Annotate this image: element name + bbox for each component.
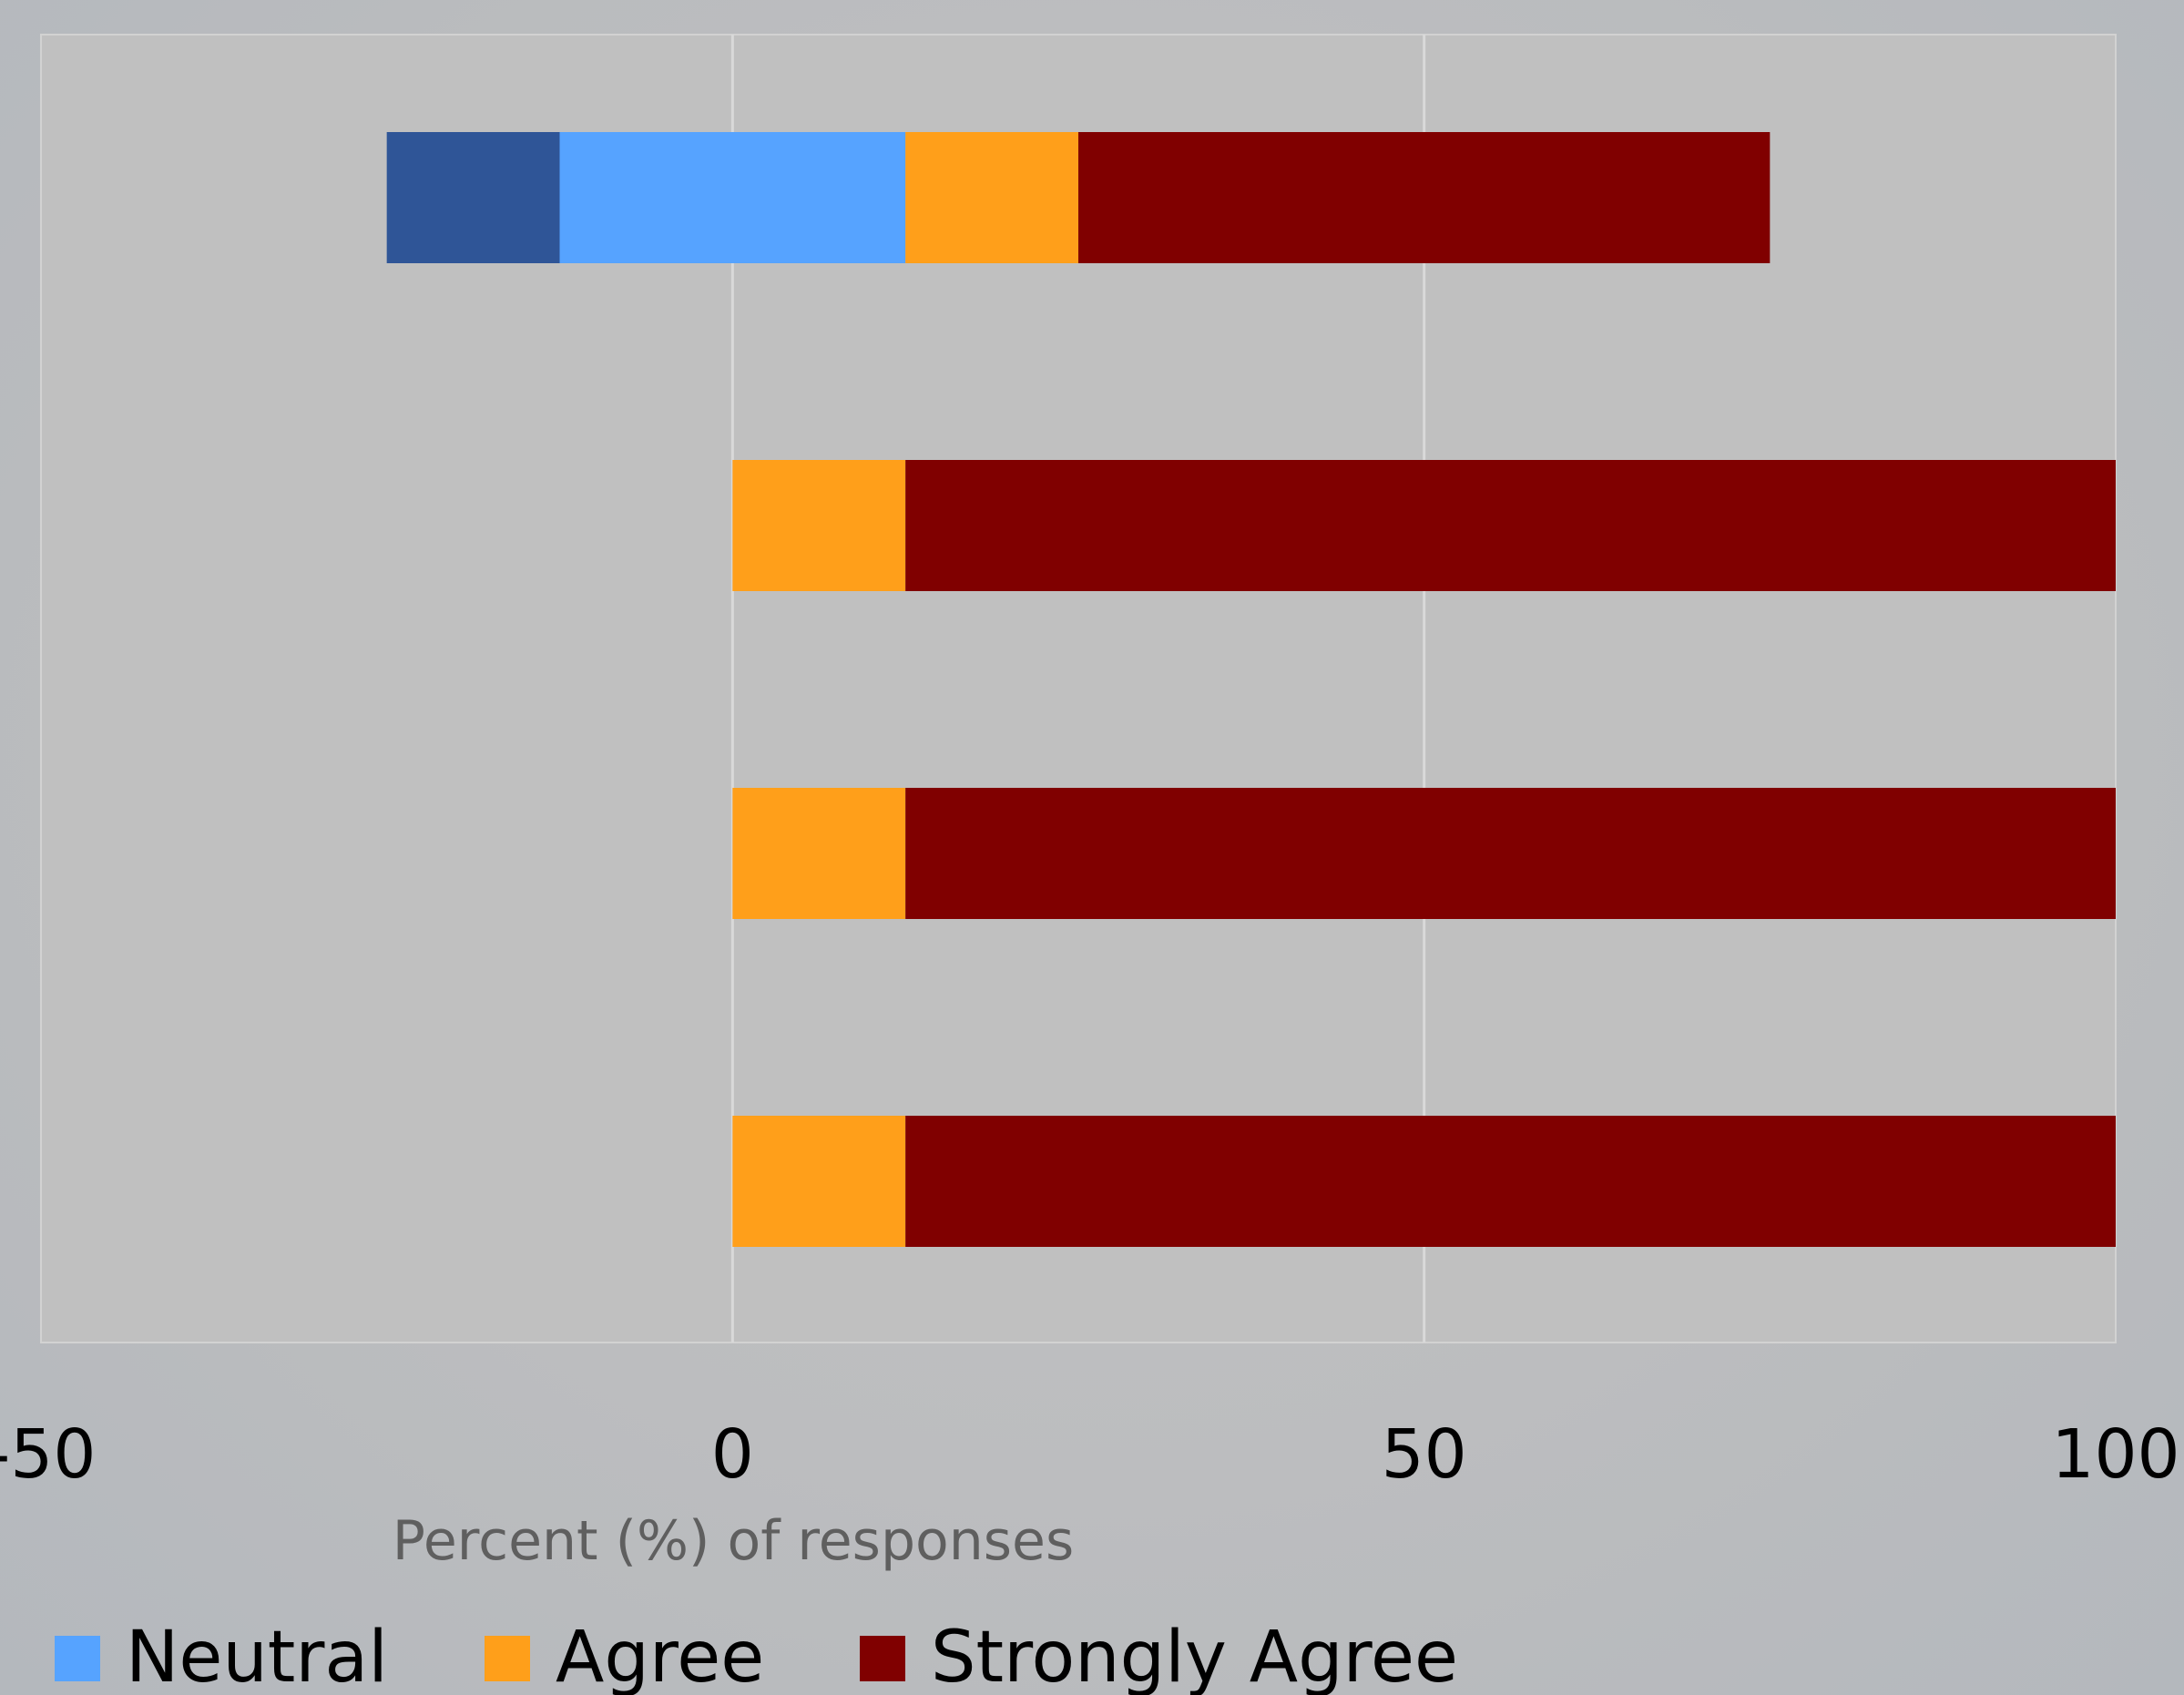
legend-item-strongly-agree: Strongly Agree [860,1617,1458,1695]
legend-label: Strongly Agree [931,1617,1458,1695]
bar-row-1-segment-unlabeled [386,132,560,263]
bars [386,132,2116,1247]
x-tick-label: 0 [711,1415,754,1494]
legend-label: Neutral [126,1617,388,1695]
bar-row-4-segment-agree [732,1116,906,1247]
bar-row-3-segment-strongly-agree [905,788,2116,919]
bar-row-2-segment-agree [732,460,906,591]
bar-row-1-segment-strongly-agree [1078,132,1771,263]
legend-swatch [860,1636,905,1681]
x-tick-label: 100 [2051,1415,2179,1494]
legend-swatch [55,1636,100,1681]
x-tick-label: 50 [1382,1415,1467,1494]
legend-swatch [485,1636,530,1681]
x-tick-labels: -50 0 50 100 [0,1415,2180,1494]
bar-row-1-segment-neutral [559,132,906,263]
legend: Neutral Agree Strongly Agree [55,1617,1458,1695]
bar-row-4-segment-strongly-agree [905,1116,2116,1247]
x-tick-label: -50 [0,1415,96,1494]
x-axis-title: Percent (%) of responses [393,1509,1074,1573]
bar-row-1-segment-agree [905,132,1078,263]
legend-item-agree: Agree [485,1617,764,1695]
bar-row-3-segment-agree [732,788,906,919]
bar-row-2-segment-strongly-agree [905,460,2116,591]
legend-label: Agree [556,1617,764,1695]
legend-item-neutral: Neutral [55,1617,388,1695]
